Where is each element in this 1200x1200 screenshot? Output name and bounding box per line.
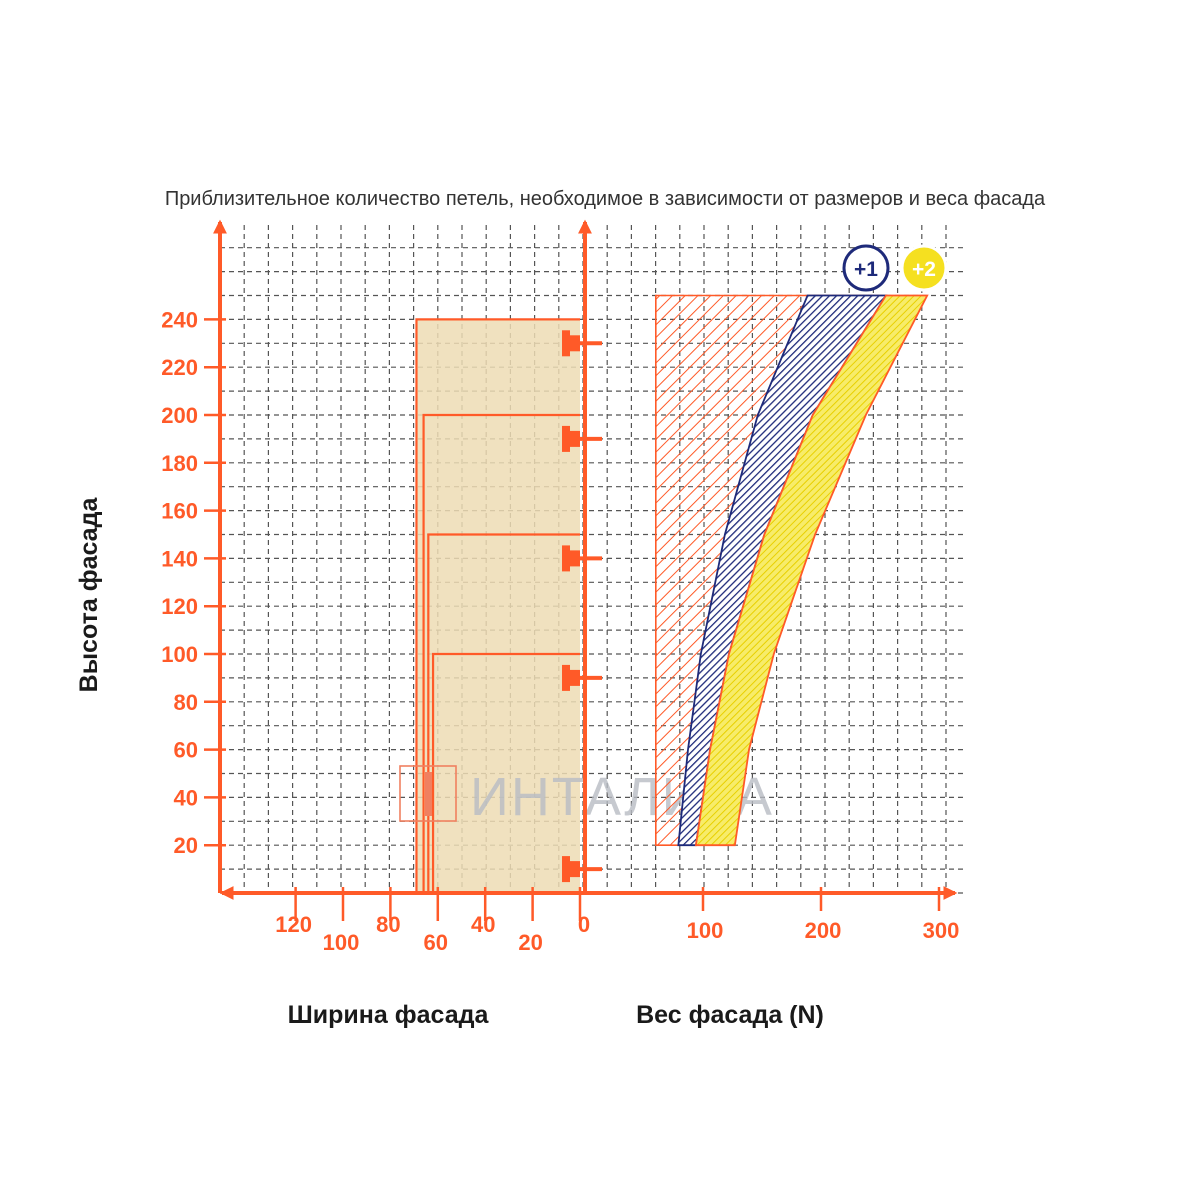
- hinge-body: [568, 550, 580, 567]
- y-tick-label: 180: [161, 451, 198, 476]
- y-tick-label: 100: [161, 642, 198, 667]
- weight-tick-label: 100: [687, 918, 724, 943]
- hinge-icon: [562, 664, 602, 691]
- weight-tick-label: 300: [923, 918, 960, 943]
- hinge-plate: [562, 425, 570, 452]
- hinge-markers: [562, 330, 602, 883]
- hinge-plate: [562, 545, 570, 572]
- badge-plus-one-circle: [842, 244, 890, 292]
- badge-plus-two-text: +2: [912, 258, 936, 281]
- door-logo-bar: [425, 772, 432, 816]
- width-tick-label: 20: [518, 930, 542, 955]
- hinge-plate: [562, 664, 570, 691]
- band-plus-two: [694, 294, 929, 847]
- y-tick-label: 120: [161, 594, 198, 619]
- hinge-icon: [562, 856, 602, 883]
- badge-plus-one: +1: [842, 244, 890, 292]
- width-tick-label: 120: [275, 912, 312, 937]
- badge-plus-two-circle: [900, 244, 948, 292]
- y-tick-label: 220: [161, 355, 198, 380]
- width-threshold-2: [422, 413, 580, 893]
- width-tick-label: 60: [424, 930, 448, 955]
- badge-plus-one-text: +1: [854, 258, 878, 281]
- legend-badges: +1 +2: [842, 244, 948, 292]
- weight-bands: [654, 294, 929, 847]
- hinge-body: [568, 430, 580, 447]
- hinge-body: [568, 861, 580, 878]
- width-tick-label: 100: [323, 930, 360, 955]
- width-threshold-0: [431, 652, 580, 893]
- hinge-plate: [562, 330, 570, 357]
- width-panels: [415, 318, 580, 893]
- hinge-body: [568, 335, 580, 352]
- hinge-plate: [562, 856, 570, 883]
- chart-title: Приблизительное количество петель, необх…: [165, 188, 1046, 210]
- weight-axis-label: Вес фасада (N): [636, 1001, 824, 1029]
- width-threshold-3: [415, 318, 580, 893]
- door-logo-icon: [399, 765, 457, 822]
- width-tick-label: 0: [578, 912, 590, 937]
- y-tick-label: 140: [161, 546, 198, 571]
- y-tick-label: 60: [174, 738, 198, 763]
- tick-labels: 2040608010012014016018020022024012010080…: [161, 307, 959, 955]
- width-axis-label: Ширина фасада: [288, 1001, 490, 1029]
- y-axis-label: Высота фасада: [75, 497, 103, 693]
- hinge-icon: [562, 330, 602, 357]
- y-tick-label: 20: [174, 833, 198, 858]
- y-tick-label: 80: [174, 690, 198, 715]
- badge-plus-two: +2: [900, 244, 948, 292]
- hinge-body: [568, 669, 580, 686]
- y-tick-label: 200: [161, 403, 198, 428]
- width-tick-label: 40: [471, 912, 495, 937]
- hinge-icon: [562, 425, 602, 452]
- weight-tick-label: 200: [805, 918, 842, 943]
- y-tick-label: 240: [161, 307, 198, 332]
- y-tick-label: 160: [161, 499, 198, 524]
- hinge-icon: [562, 545, 602, 572]
- width-tick-label: 80: [376, 912, 400, 937]
- y-tick-label: 40: [174, 785, 198, 810]
